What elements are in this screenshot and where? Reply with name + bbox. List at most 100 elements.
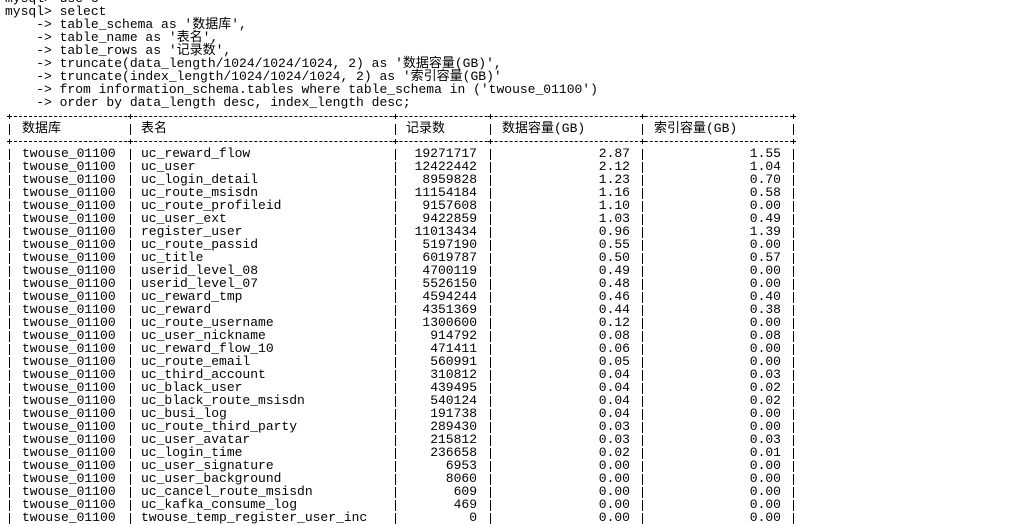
column-separator [490, 370, 491, 381]
column-separator [793, 279, 794, 290]
column-separator [395, 175, 396, 186]
column-separator [130, 292, 131, 303]
column-separator [793, 331, 794, 342]
table-cell: 0.08 [749, 328, 781, 343]
border-corner [128, 114, 133, 119]
table-cell: uc_user [141, 159, 196, 174]
table-cell: uc_user_nickname [141, 328, 266, 343]
column-separator [793, 292, 794, 303]
column-separator [793, 201, 794, 212]
column-separator [642, 253, 643, 264]
column-separator [9, 240, 10, 251]
table-cell: 0.44 [598, 302, 630, 317]
column-separator [395, 396, 396, 407]
table-cell: uc_cancel_route_msisdn [141, 484, 313, 499]
column-separator [9, 201, 10, 212]
column-separator [642, 240, 643, 251]
column-separator [9, 461, 10, 472]
column-separator [395, 279, 396, 290]
table-cell: 1.23 [598, 172, 630, 187]
column-separator [130, 344, 131, 355]
column-separator [395, 149, 396, 160]
column-separator [9, 149, 10, 160]
table-cell: 8060 [445, 471, 477, 486]
column-separator [490, 266, 491, 277]
column-separator [130, 175, 131, 186]
column-separator [490, 513, 491, 524]
table-cell: uc_route_username [141, 315, 274, 330]
column-separator [395, 513, 396, 524]
table-cell: 0.05 [598, 354, 630, 369]
column-separator [9, 162, 10, 173]
table-cell: uc_user_avatar [141, 432, 251, 447]
border-corner [488, 139, 493, 144]
column-separator [793, 448, 794, 459]
table-cell: 215812 [430, 432, 477, 447]
column-separator [642, 383, 643, 394]
table-cell: twouse_01100 [22, 341, 116, 356]
column-separator [642, 513, 643, 524]
table-cell: uc_route_profileid [141, 198, 282, 213]
column-separator [642, 214, 643, 225]
table-cell: twouse_01100 [22, 445, 116, 460]
column-separator [642, 149, 643, 160]
column-separator [9, 487, 10, 498]
prompt-line: -> table_schema as '数据库', [5, 17, 247, 32]
table-cell: uc_user_signature [141, 458, 274, 473]
table-cell: register_user [141, 224, 243, 239]
table-cell: 9157608 [422, 198, 477, 213]
table-border [9, 141, 793, 142]
column-separator [9, 188, 10, 199]
table-cell: 0.01 [749, 445, 781, 460]
column-separator [642, 422, 643, 433]
table-cell: 1.55 [749, 146, 781, 161]
column-separator [490, 461, 491, 472]
table-cell: 0.00 [749, 276, 781, 291]
table-cell: twouse_01100 [22, 458, 116, 473]
column-separator [642, 487, 643, 498]
column-separator [793, 266, 794, 277]
table-cell: twouse_01100 [22, 289, 116, 304]
table-cell: 310812 [430, 367, 477, 382]
column-separator [642, 292, 643, 303]
table-cell: 0.50 [598, 250, 630, 265]
column-separator [490, 188, 491, 199]
column-separator [490, 292, 491, 303]
table-cell: 1.10 [598, 198, 630, 213]
table-cell: 0.06 [598, 341, 630, 356]
table-cell: twouse_01100 [22, 263, 116, 278]
column-separator [490, 214, 491, 225]
column-separator [642, 344, 643, 355]
column-separator [9, 305, 10, 316]
column-separator [130, 331, 131, 342]
column-separator [490, 162, 491, 173]
column-separator [642, 201, 643, 212]
column-separator [490, 124, 491, 135]
table-cell: 0.00 [749, 458, 781, 473]
header-cell: 记录数 [406, 121, 446, 136]
column-separator [490, 409, 491, 420]
column-separator [9, 370, 10, 381]
column-separator [395, 162, 396, 173]
table-cell: 0.48 [598, 276, 630, 291]
column-separator [395, 188, 396, 199]
table-cell: uc_reward_flow [141, 146, 251, 161]
column-separator [130, 513, 131, 524]
border-corner [128, 139, 133, 144]
column-separator [9, 344, 10, 355]
column-separator [642, 435, 643, 446]
column-separator [490, 201, 491, 212]
table-cell: twouse_01100 [22, 315, 116, 330]
table-cell: 469 [453, 497, 477, 512]
column-separator [793, 370, 794, 381]
table-cell: twouse_01100 [22, 380, 116, 395]
table-cell: 0.00 [749, 237, 781, 252]
table-cell: 0.00 [598, 484, 630, 499]
table-cell: 1.03 [598, 211, 630, 226]
table-cell: twouse_01100 [22, 484, 116, 499]
column-separator [793, 487, 794, 498]
column-separator [395, 409, 396, 420]
header-cell: 数据库 [22, 121, 62, 136]
table-cell: uc_user_background [141, 471, 282, 486]
column-separator [395, 305, 396, 316]
